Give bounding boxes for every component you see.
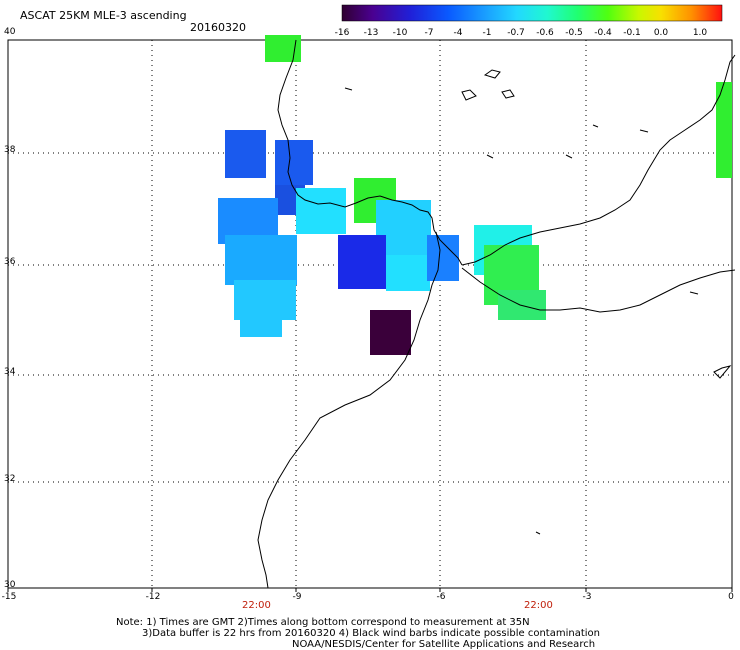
coastline — [257, 39, 736, 589]
colorbar-label: -0.5 — [565, 28, 583, 38]
lat-label: 32 — [4, 474, 16, 484]
map-date: 20160320 — [190, 21, 246, 34]
colorbar-label: -4 — [453, 28, 463, 38]
map-frame — [7, 39, 733, 589]
colorbar-label: -0.6 — [536, 28, 554, 38]
time-label: 22:00 — [242, 600, 271, 611]
lat-label: 40 — [4, 27, 16, 37]
colorbar-label: -0.4 — [594, 28, 612, 38]
lon-label: -9 — [292, 592, 302, 602]
graticule — [8, 40, 732, 588]
colorbar-label: -1 — [482, 28, 492, 38]
colorbar-label: 1.0 — [692, 28, 708, 38]
lat-label: 38 — [4, 145, 16, 155]
colorbar-label: -7 — [424, 28, 434, 38]
lon-label: 0 — [728, 592, 734, 602]
lon-label: -12 — [145, 592, 161, 602]
colorbar-label: -0.7 — [507, 28, 525, 38]
lon-label: -3 — [582, 592, 592, 602]
footer-note: 3)Data buffer is 22 hrs from 20160320 4)… — [142, 628, 600, 639]
colorbar-label: -0.1 — [623, 28, 641, 38]
colorbar-label: -13 — [363, 28, 379, 38]
map-title: ASCAT 25KM MLE-3 ascending — [20, 9, 187, 22]
colorbar — [341, 4, 723, 22]
footer-note: Note: 1) Times are GMT 2)Times along bot… — [116, 617, 530, 628]
lon-label: -15 — [1, 592, 17, 602]
axis-ticks — [7, 588, 733, 592]
colorbar-label: 0.0 — [653, 28, 669, 38]
lat-label: 30 — [4, 580, 16, 590]
footer-credit: NOAA/NESDIS/Center for Satellite Applica… — [292, 639, 596, 650]
lon-label: -6 — [436, 592, 446, 602]
wind-swath-data — [218, 35, 732, 355]
lat-label: 34 — [4, 367, 16, 377]
colorbar-label: -10 — [392, 28, 408, 38]
lat-label: 36 — [4, 257, 16, 267]
time-label: 22:00 — [524, 600, 553, 611]
colorbar-label: -16 — [334, 28, 350, 38]
